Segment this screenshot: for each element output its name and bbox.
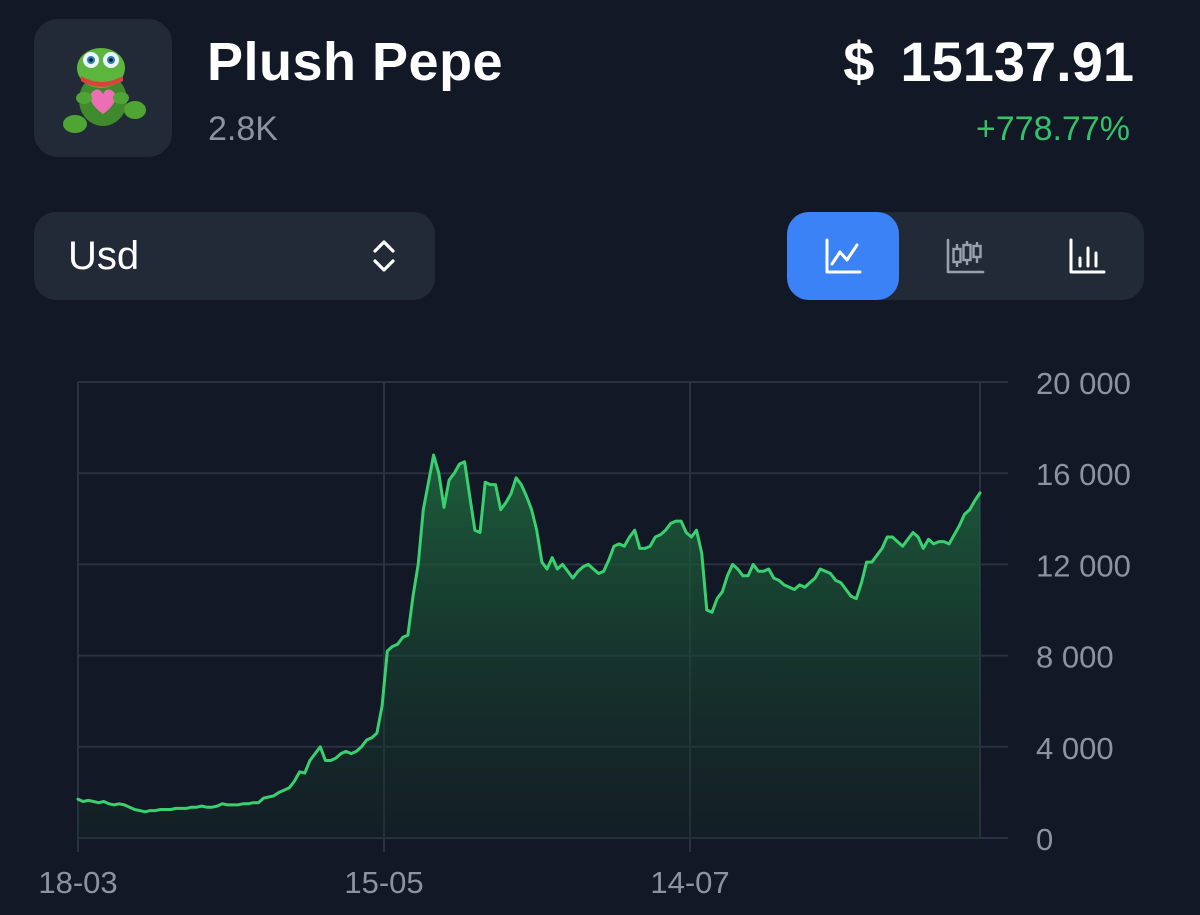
x-tick-label: 15-05 bbox=[344, 865, 423, 900]
price-display: $15137.91 bbox=[843, 30, 1134, 94]
currency-select[interactable]: Usd bbox=[34, 212, 435, 300]
plush-pepe-frog-icon bbox=[63, 48, 146, 133]
collection-count: 2.8K bbox=[208, 110, 278, 148]
candlestick-chart-icon bbox=[946, 238, 985, 274]
y-tick-label: 8 000 bbox=[1036, 640, 1114, 675]
price-series-line bbox=[76, 453, 982, 814]
line-chart-button[interactable] bbox=[787, 212, 899, 300]
y-tick-label: 12 000 bbox=[1036, 548, 1131, 583]
y-tick-label: 20 000 bbox=[1036, 366, 1131, 401]
bar-chart-icon bbox=[1069, 238, 1106, 274]
chart-type-toggle bbox=[787, 212, 1144, 300]
price-area-fill bbox=[78, 455, 980, 838]
chevron-up-down-icon bbox=[373, 240, 395, 272]
collection-avatar[interactable] bbox=[34, 19, 172, 157]
x-tick-label: 18-03 bbox=[38, 865, 117, 900]
collection-title: Plush Pepe bbox=[207, 32, 504, 92]
y-tick-label: 0 bbox=[1036, 822, 1053, 857]
price-change: +778.77% bbox=[975, 110, 1130, 148]
x-tick-label: 14-07 bbox=[650, 865, 729, 900]
price-value: 15137.91 bbox=[900, 30, 1134, 93]
bar-chart-button[interactable] bbox=[1031, 212, 1143, 300]
candlestick-chart-button[interactable] bbox=[909, 212, 1021, 300]
currency-select-label: Usd bbox=[68, 233, 140, 278]
y-tick-label: 4 000 bbox=[1036, 731, 1114, 766]
line-chart-icon bbox=[825, 238, 862, 274]
price-currency: $ bbox=[843, 30, 875, 93]
y-tick-label: 16 000 bbox=[1036, 457, 1131, 492]
